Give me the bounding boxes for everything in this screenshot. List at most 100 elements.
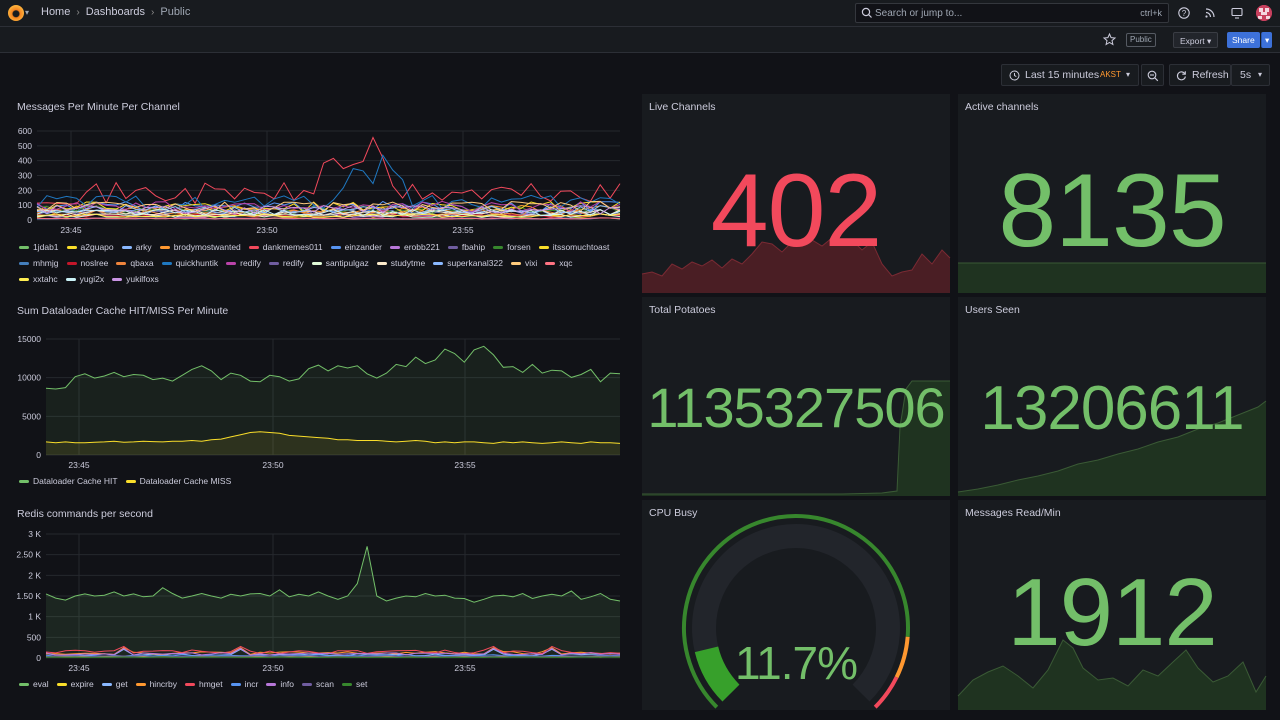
legend-label: eval	[33, 679, 49, 689]
legend-item[interactable]: set	[342, 678, 367, 690]
breadcrumb-home[interactable]: Home	[41, 6, 70, 18]
legend-item[interactable]: vixi	[511, 257, 537, 269]
legend-item[interactable]: a2guapo	[67, 241, 114, 253]
legend-label: scan	[316, 679, 334, 689]
legend-label: dankmemes011	[263, 242, 323, 252]
legend-item[interactable]: scan	[302, 678, 334, 690]
export-button[interactable]: Export ▾	[1173, 32, 1218, 48]
legend-item[interactable]: noslree	[67, 257, 109, 269]
panel-title: Messages Per Minute Per Channel	[17, 101, 180, 113]
legend-label: xxtahc	[33, 274, 58, 284]
legend-item[interactable]: arky	[122, 241, 152, 253]
legend-swatch	[269, 262, 279, 265]
legend-label: erobb221	[404, 242, 440, 252]
legend-swatch	[511, 262, 521, 265]
chevron-down-icon[interactable]: ▾	[25, 8, 29, 17]
legend-item[interactable]: itssomuchtoast	[539, 241, 610, 253]
chevron-down-icon: ▾	[1126, 65, 1130, 85]
legend-item[interactable]: dankmemes011	[249, 241, 323, 253]
monitor-icon[interactable]	[1230, 6, 1244, 20]
legend-label: xqc	[559, 258, 572, 268]
legend-item[interactable]: einzander	[331, 241, 382, 253]
messages-read-value: 1912	[958, 558, 1266, 668]
legend-label: hmget	[199, 679, 223, 689]
legend-item[interactable]: eval	[19, 678, 49, 690]
breadcrumb-dashboards[interactable]: Dashboards	[86, 6, 145, 18]
legend-swatch	[545, 262, 555, 265]
time-range-label: Last 15 minutes	[1025, 65, 1099, 85]
legend-swatch	[57, 683, 67, 686]
refresh-interval-picker[interactable]: 5s ▾	[1231, 64, 1270, 86]
legend-swatch	[390, 246, 400, 249]
legend-item[interactable]: xqc	[545, 257, 572, 269]
panel-messages-read: Messages Read/Min 1912	[958, 500, 1266, 710]
chevron-right-icon: ›	[76, 7, 79, 18]
legend-label: noslree	[81, 258, 109, 268]
legend-item[interactable]: forsen	[493, 241, 531, 253]
legend-label: vixi	[525, 258, 537, 268]
legend-item[interactable]: brodymostwanted	[160, 241, 241, 253]
search-input[interactable]: Search or jump to... ctrl+k	[855, 3, 1169, 23]
legend-item[interactable]: redify	[269, 257, 304, 269]
legend-swatch	[539, 246, 549, 249]
legend-label: a2guapo	[81, 242, 114, 252]
legend-item[interactable]: yugi2x	[66, 273, 105, 285]
refresh-button[interactable]: Refresh	[1169, 64, 1231, 86]
grafana-logo-icon[interactable]	[8, 5, 24, 21]
panel-active-channels: Active channels 8135	[958, 94, 1266, 293]
legend-label: mhmjg	[33, 258, 59, 268]
dashboard-toolbar	[0, 27, 1280, 53]
legend-item[interactable]: quickhuntik	[162, 257, 219, 269]
share-button[interactable]: Share	[1227, 32, 1260, 48]
legend-item[interactable]: qbaxa	[116, 257, 153, 269]
legend-item[interactable]: xxtahc	[19, 273, 58, 285]
legend-item[interactable]: fbahip	[448, 241, 485, 253]
legend-item[interactable]: superkanal322	[433, 257, 503, 269]
legend-item[interactable]: mhmjg	[19, 257, 59, 269]
time-range-picker[interactable]: Last 15 minutes AKST ▾	[1001, 64, 1139, 86]
help-icon[interactable]: ?	[1177, 6, 1191, 20]
legend-item[interactable]: yukilfoxs	[112, 273, 159, 285]
legend-item[interactable]: Dataloader Cache HIT	[19, 475, 118, 487]
share-menu-chevron-icon[interactable]: ▾	[1261, 32, 1272, 48]
legend-swatch	[493, 246, 503, 249]
legend-label: incr	[245, 679, 259, 689]
legend-item[interactable]: info	[266, 678, 294, 690]
legend-swatch	[342, 683, 352, 686]
legend-swatch	[112, 278, 122, 281]
clock-icon	[1009, 70, 1020, 81]
legend-item[interactable]: studytme	[377, 257, 426, 269]
legend-item[interactable]: Dataloader Cache MISS	[126, 475, 232, 487]
zoom-out-button[interactable]	[1141, 64, 1164, 86]
legend-label: redify	[283, 258, 304, 268]
chevron-down-icon: ▾	[1258, 65, 1262, 85]
legend-item[interactable]: get	[102, 678, 128, 690]
legend-swatch	[67, 262, 77, 265]
legend-item[interactable]: redify	[226, 257, 261, 269]
chevron-right-icon: ›	[151, 7, 154, 18]
legend-item[interactable]: hincrby	[136, 678, 177, 690]
legend-item[interactable]: incr	[231, 678, 259, 690]
legend-label: 1jdab1	[33, 242, 59, 252]
user-avatar[interactable]	[1256, 5, 1272, 21]
refresh-icon	[1176, 70, 1187, 81]
legend-swatch	[122, 246, 132, 249]
search-icon	[861, 7, 873, 19]
star-icon[interactable]	[1103, 33, 1116, 46]
legend-item[interactable]: hmget	[185, 678, 223, 690]
legend-label: studytme	[391, 258, 426, 268]
legend-label: info	[280, 679, 294, 689]
rss-news-icon[interactable]	[1203, 6, 1217, 20]
live-channels-value: 402	[642, 152, 950, 271]
legend-item[interactable]: erobb221	[390, 241, 440, 253]
refresh-label: Refresh	[1192, 65, 1229, 85]
panel-cpu-busy: CPU Busy 11.7%	[642, 500, 950, 710]
legend-item[interactable]: 1jdab1	[19, 241, 59, 253]
legend-swatch	[249, 246, 259, 249]
legend-item[interactable]: santipulgaz	[312, 257, 369, 269]
legend-label: redify	[240, 258, 261, 268]
legend-label: yugi2x	[80, 274, 105, 284]
top-nav-bar: ▾ Home › Dashboards › Public Search or j…	[0, 0, 1280, 27]
legend-item[interactable]: expire	[57, 678, 94, 690]
legend-label: get	[116, 679, 128, 689]
